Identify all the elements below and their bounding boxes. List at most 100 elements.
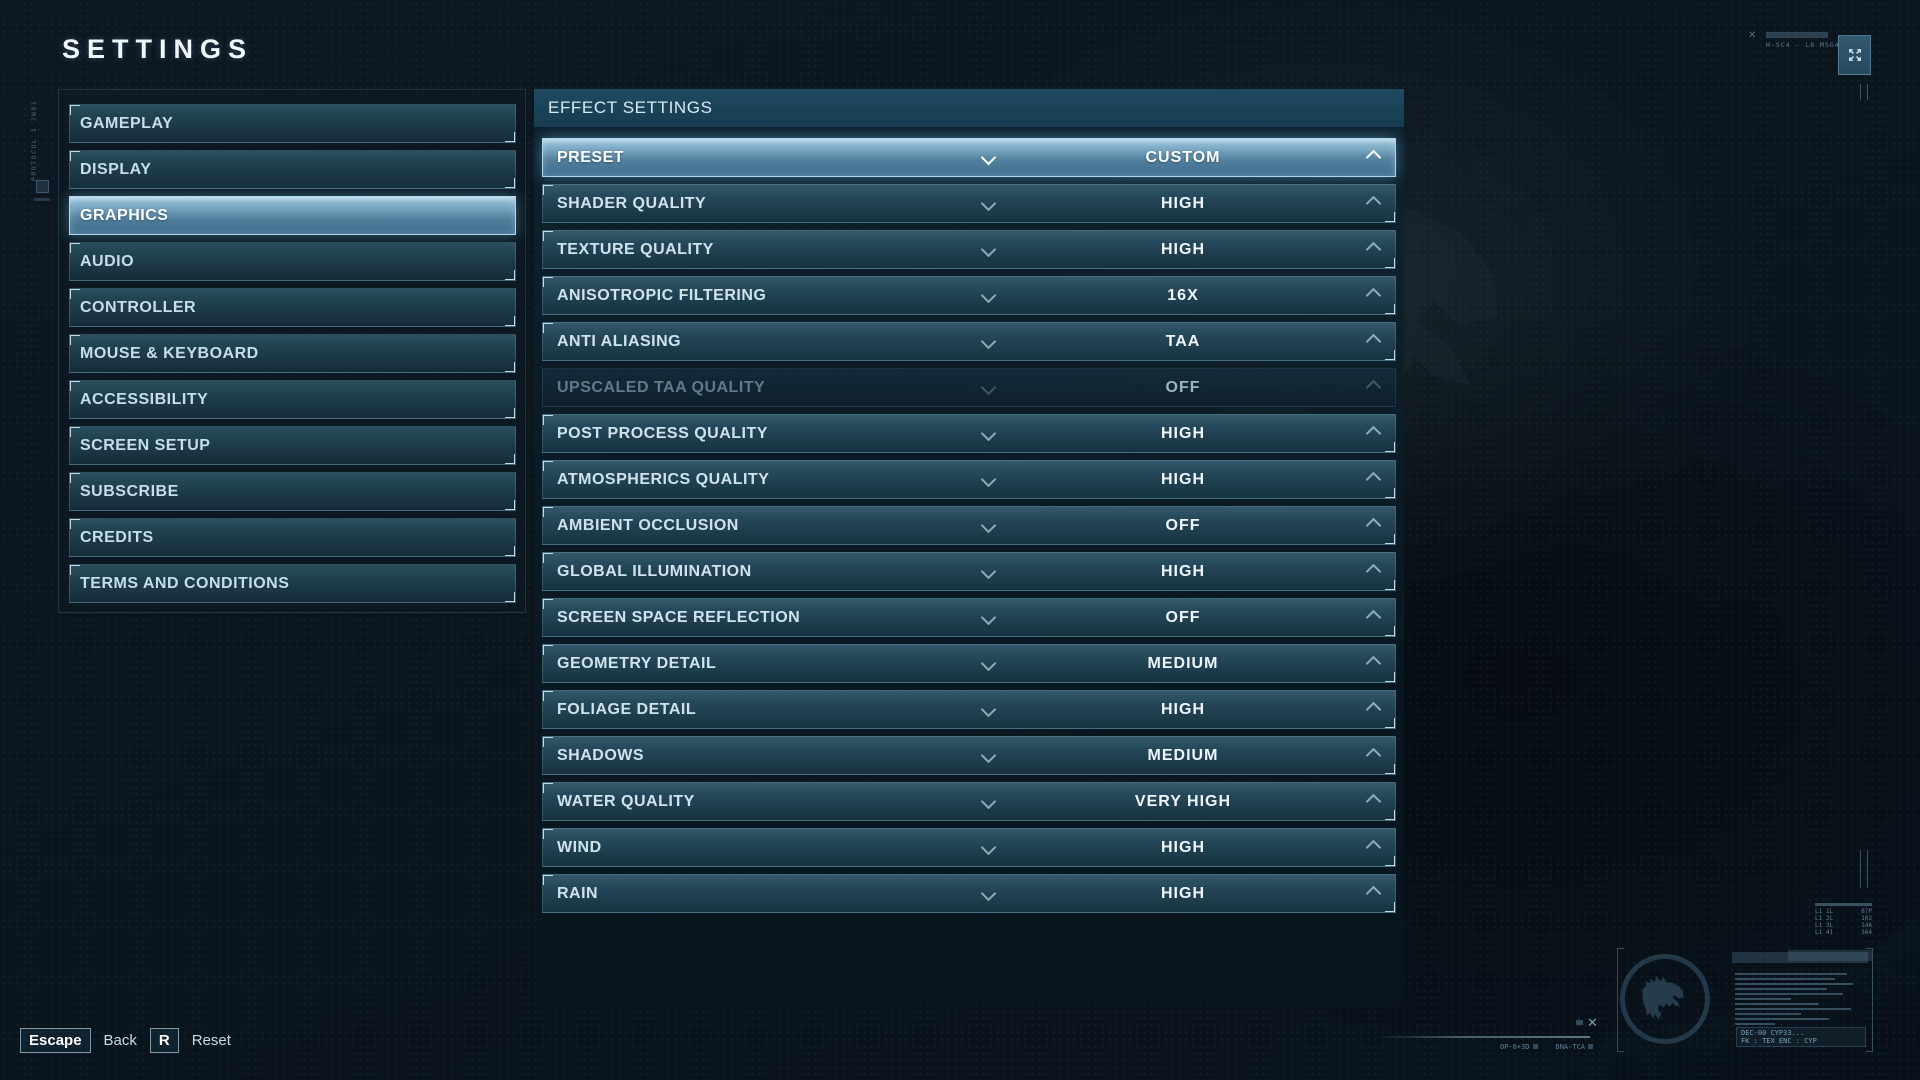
marker-square: [1588, 1044, 1594, 1049]
sidebar-item-label: AUDIO: [80, 252, 135, 270]
redacted-line: [1735, 998, 1791, 1000]
expand-icon: [1848, 49, 1861, 61]
sidebar-item-label: SUBSCRIBE: [80, 482, 179, 500]
hud-wide-bar: [1788, 950, 1872, 961]
effect-settings-panel: EFFECT SETTINGS PRESET CUSTOM SHADER QUA…: [534, 89, 1404, 1005]
hud-mini-table: L1 1L 07P L1 2L 102 L1 3L 14A L1 41 364: [1815, 903, 1872, 936]
setting-value: HIGH: [1161, 194, 1205, 212]
row-texture-quality[interactable]: TEXTURE QUALITY HIGH: [542, 230, 1396, 269]
setting-value: HIGH: [1161, 838, 1205, 856]
sidebar-item-accessibility[interactable]: ACCESSIBILITY: [69, 380, 516, 419]
redacted-line: [1735, 978, 1835, 980]
setting-label: TEXTURE QUALITY: [557, 240, 714, 258]
marker-label: DNA-TCA: [1556, 1043, 1594, 1051]
row-ambient-occlusion[interactable]: AMBIENT OCCLUSION OFF: [542, 506, 1396, 545]
sidebar-item-display[interactable]: DISPLAY: [69, 150, 516, 189]
row-foliage-detail[interactable]: FOLIAGE DETAIL HIGH: [542, 690, 1396, 729]
setting-value: CUSTOM: [1145, 148, 1221, 166]
redacted-line: [1735, 1008, 1851, 1010]
row-post-process-quality[interactable]: POST PROCESS QUALITY HIGH: [542, 414, 1396, 453]
sidebar-item-audio[interactable]: AUDIO: [69, 242, 516, 281]
redacted-line: [1735, 973, 1847, 975]
marker-label: OP-6+3D: [1500, 1043, 1538, 1051]
redacted-line: [1735, 1013, 1801, 1015]
value-group: MEDIUM: [977, 737, 1389, 774]
row-screen-space-reflection[interactable]: SCREEN SPACE REFLECTION OFF: [542, 598, 1396, 637]
sidebar-item-controller[interactable]: CONTROLLER: [69, 288, 516, 327]
setting-label: SCREEN SPACE REFLECTION: [557, 608, 801, 626]
setting-value: TAA: [1165, 332, 1201, 350]
redacted-line: [1735, 1018, 1829, 1020]
sidebar-item-label: GRAPHICS: [80, 206, 169, 224]
setting-value: OFF: [1165, 608, 1201, 626]
sidebar-item-label: CREDITS: [80, 528, 154, 546]
sidebar-item-screen-setup[interactable]: SCREEN SETUP: [69, 426, 516, 465]
row-shadows[interactable]: SHADOWS MEDIUM: [542, 736, 1396, 775]
row-preset[interactable]: PRESET CUSTOM: [542, 138, 1396, 177]
sidebar-item-subscribe[interactable]: SUBSCRIBE: [69, 472, 516, 511]
row-shader-quality[interactable]: SHADER QUALITY HIGH: [542, 184, 1396, 223]
value-group: HIGH: [977, 185, 1389, 222]
protocol-dash: [34, 198, 50, 201]
row-global-illumination[interactable]: GLOBAL ILLUMINATION HIGH: [542, 552, 1396, 591]
row-anisotropic-filtering[interactable]: ANISOTROPIC FILTERING 16X: [542, 276, 1396, 315]
setting-label: GLOBAL ILLUMINATION: [557, 562, 752, 580]
setting-label: FOLIAGE DETAIL: [557, 700, 697, 718]
sidebar-item-terms-and-conditions[interactable]: TERMS AND CONDITIONS: [69, 564, 516, 603]
value-group: 16X: [977, 277, 1389, 314]
row-rain[interactable]: RAIN HIGH: [542, 874, 1396, 913]
row-geometry-detail[interactable]: GEOMETRY DETAIL MEDIUM: [542, 644, 1396, 683]
row-upscaled-taa-quality: UPSCALED TAA QUALITY OFF: [542, 368, 1396, 407]
value-group: OFF: [977, 507, 1389, 544]
setting-label: GEOMETRY DETAIL: [557, 654, 717, 672]
sidebar-item-mouse-keyboard[interactable]: MOUSE & KEYBOARD: [69, 334, 516, 373]
hud-x-icon: ✕: [1576, 1015, 1598, 1031]
r-keycap: R: [149, 1028, 179, 1053]
value-group: HIGH: [977, 691, 1389, 728]
mini-table-row: L1 41 364: [1815, 929, 1872, 936]
setting-label: WATER QUALITY: [557, 792, 695, 810]
setting-value: MEDIUM: [1147, 654, 1219, 672]
redacted-line: [1735, 988, 1827, 990]
hud-markers: OP-6+3D DNA-TCA: [1500, 1043, 1594, 1051]
key-hints-bar: Escape Back R Reset: [20, 1028, 231, 1053]
protocol-tag: PROTOCOL 1 JW01: [30, 99, 38, 181]
fullscreen-toggle-button[interactable]: [1838, 35, 1871, 75]
terminal-line: DEC-00 CYP33...: [1741, 1029, 1805, 1037]
sidebar-item-label: SCREEN SETUP: [80, 436, 211, 454]
setting-label: SHADER QUALITY: [557, 194, 707, 212]
sidebar-item-graphics[interactable]: GRAPHICS: [69, 196, 516, 235]
setting-label: RAIN: [557, 884, 599, 902]
logo-bracket-right: [1866, 948, 1873, 1052]
setting-value: HIGH: [1161, 562, 1205, 580]
setting-value: OFF: [1165, 378, 1201, 396]
value-group: CUSTOM: [977, 139, 1389, 176]
value-group: HIGH: [977, 461, 1389, 498]
redacted-line: [1735, 983, 1853, 985]
row-anti-aliasing[interactable]: ANTI ALIASING TAA: [542, 322, 1396, 361]
value-group: OFF: [977, 599, 1389, 636]
row-wind[interactable]: WIND HIGH: [542, 828, 1396, 867]
row-atmospherics-quality[interactable]: ATMOSPHERICS QUALITY HIGH: [542, 460, 1396, 499]
reset-hint-label: Reset: [191, 1032, 231, 1049]
sidebar-item-credits[interactable]: CREDITS: [69, 518, 516, 557]
row-water-quality[interactable]: WATER QUALITY VERY HIGH: [542, 782, 1396, 821]
value-group: HIGH: [977, 875, 1389, 912]
terminal-line: FK : TEX ENC : CYP: [1741, 1037, 1817, 1045]
redacted-line: [1735, 1003, 1819, 1005]
hud-horizontal-line: [1375, 1036, 1590, 1038]
hud-terminal: DEC-00 CYP33... FK : TEX ENC : CYP: [1736, 1027, 1866, 1047]
value-group: HIGH: [977, 231, 1389, 268]
sidebar-item-gameplay[interactable]: GAMEPLAY: [69, 104, 516, 143]
setting-label: WIND: [557, 838, 602, 856]
tick-lines-top: [1860, 84, 1868, 100]
mini-table-header: [1815, 903, 1872, 906]
sidebar-item-label: GAMEPLAY: [80, 114, 174, 132]
redacted-line: [1735, 1023, 1775, 1025]
trex-skull-icon: [1642, 976, 1684, 1020]
setting-value: HIGH: [1161, 470, 1205, 488]
setting-value: VERY HIGH: [1134, 792, 1232, 810]
setting-label: ANISOTROPIC FILTERING: [557, 286, 767, 304]
mini-table-row: L1 3L 14A: [1815, 922, 1872, 929]
